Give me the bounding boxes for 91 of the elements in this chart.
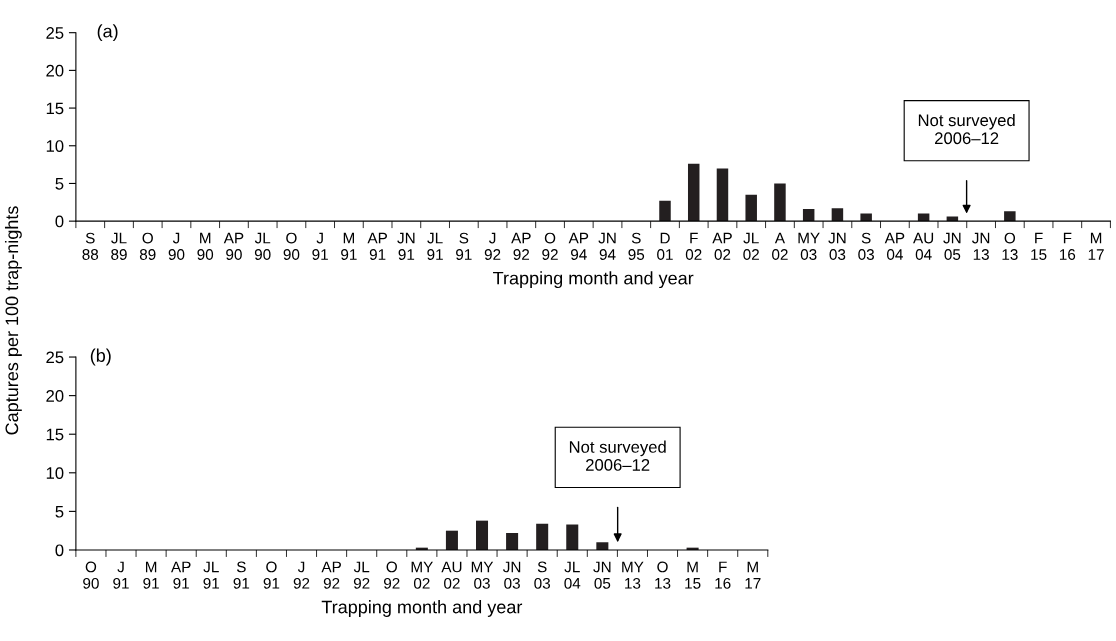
bar	[716, 168, 729, 222]
x-tick-label: MY 03	[471, 561, 494, 589]
y-tick-label: 20	[46, 64, 64, 77]
y-tick-label: 0	[55, 544, 64, 557]
bar	[445, 530, 458, 550]
x-tick-label: M 91	[143, 561, 159, 589]
x-tick-label: JN 91	[397, 232, 415, 260]
bar	[745, 194, 757, 222]
y-tick-label: 5	[55, 505, 64, 518]
bar	[596, 542, 609, 550]
y-tick-label: 5	[55, 178, 64, 190]
y-tick-label: 15	[46, 428, 64, 441]
x-tick-label: F 16	[1059, 232, 1076, 260]
y-tick-label: 0	[55, 215, 64, 228]
annotation: (a)	[97, 24, 118, 42]
x-tick-label: JN 03	[503, 561, 521, 589]
x-axis-title: Trapping month and year	[321, 600, 523, 617]
x-tick-label: JL 91	[427, 232, 443, 260]
x-tick-label: AU 04	[913, 232, 934, 260]
y-tick-label: 15	[46, 102, 64, 115]
x-tick-label: AU 02	[441, 561, 462, 589]
x-tick-label: J 91	[312, 232, 328, 260]
x-tick-label: O 90	[283, 232, 300, 260]
x-tick-label: AP 90	[223, 232, 244, 260]
x-tick-label: S 91	[233, 561, 250, 589]
annotation: Not surveyed 2006–12	[569, 440, 666, 471]
x-tick-label: AP 91	[367, 232, 388, 260]
x-tick-label: O 90	[83, 561, 99, 589]
x-tick-label: J 92	[293, 561, 310, 589]
x-tick-label: M 17	[745, 561, 761, 589]
x-tick-label: MY 03	[798, 232, 820, 260]
x-tick-label: O 91	[263, 561, 280, 589]
x-tick-label: A 02	[772, 232, 788, 260]
x-tick-label: JL 02	[743, 232, 759, 260]
x-tick-label: AP 92	[321, 561, 341, 589]
x-tick-label: S 03	[858, 232, 874, 260]
y-tick-label: 25	[46, 351, 64, 364]
bar	[659, 200, 671, 222]
bar	[506, 533, 519, 550]
x-tick-label: AP 02	[712, 232, 732, 260]
x-tick-label: AP 92	[511, 232, 531, 260]
x-tick-label: MY 13	[622, 561, 644, 589]
x-tick-label: M 90	[197, 232, 214, 260]
x-tick-label: JL 91	[203, 561, 220, 589]
x-tick-label: O 13	[655, 561, 671, 589]
x-tick-label: J 91	[113, 561, 129, 589]
annotation: Not surveyed 2006–12	[918, 113, 1015, 145]
x-tick-label: D 01	[657, 232, 673, 260]
x-tick-label: AP 91	[171, 561, 191, 589]
x-tick-label: O 92	[542, 232, 558, 260]
x-tick-label: MY 02	[411, 561, 433, 589]
x-tick-label: S 91	[456, 232, 472, 260]
x-tick-label: S 88	[82, 232, 99, 260]
bar	[774, 183, 786, 222]
y-tick-label: 10	[46, 140, 64, 152]
x-tick-label: AP 04	[884, 232, 905, 260]
y-tick-label: 20	[46, 390, 64, 402]
annotation: (b)	[90, 348, 111, 366]
bar	[687, 163, 700, 222]
x-tick-label: M 17	[1088, 232, 1104, 260]
x-axis-title: Trapping month and year	[493, 271, 694, 289]
x-tick-label: S 95	[628, 232, 645, 260]
x-tick-label: JL 92	[353, 561, 370, 589]
bar	[831, 208, 844, 222]
x-tick-label: M 91	[341, 232, 357, 260]
bar	[536, 523, 549, 550]
x-tick-label: JN 05	[593, 561, 611, 589]
x-tick-label: O 13	[1002, 232, 1018, 260]
bar	[1004, 211, 1016, 222]
x-tick-label: F 02	[685, 232, 702, 260]
y-tick-label: 10	[46, 467, 64, 479]
x-tick-label: JN 03	[828, 232, 846, 260]
x-tick-label: J 92	[484, 232, 501, 260]
bar	[566, 524, 579, 550]
x-tick-label: JN 94	[598, 232, 616, 260]
x-tick-label: M 15	[685, 561, 701, 589]
x-tick-label: JL 89	[111, 232, 127, 260]
x-tick-label: JL 90	[254, 232, 271, 260]
x-tick-label: F 16	[715, 561, 731, 589]
x-tick-label: O 92	[383, 561, 400, 589]
x-tick-label: JN 05	[943, 232, 961, 260]
x-tick-label: F 15	[1031, 232, 1047, 260]
x-tick-label: S 03	[534, 561, 551, 589]
y-axis-title: Captures per 100 trap-nights	[4, 206, 22, 435]
y-tick-label: 25	[46, 27, 64, 39]
x-tick-label: JN 13	[972, 232, 990, 260]
x-tick-label: AP 94	[568, 232, 589, 260]
x-tick-label: JL 04	[564, 561, 581, 589]
bar	[476, 520, 489, 550]
x-tick-label: O 89	[139, 232, 156, 260]
x-tick-label: J 90	[168, 232, 185, 260]
